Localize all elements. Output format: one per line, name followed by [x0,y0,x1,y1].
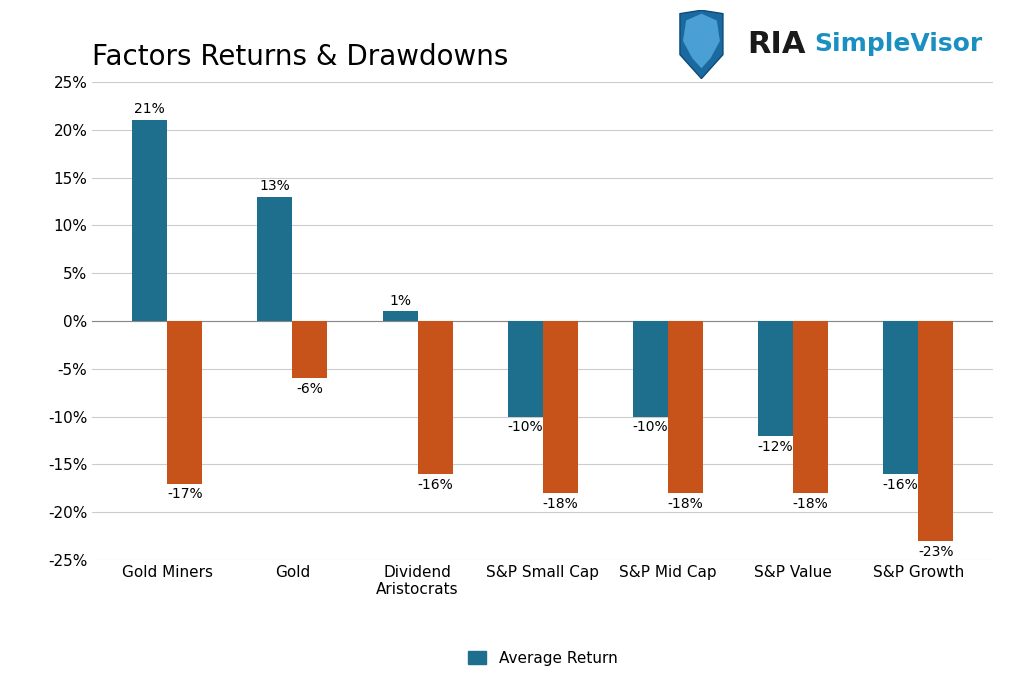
Text: -10%: -10% [507,421,543,434]
Bar [293,321,328,378]
Bar [793,321,828,493]
Text: -10%: -10% [633,421,669,434]
Bar [508,321,543,417]
Bar [919,321,953,541]
Polygon shape [683,14,720,68]
Bar [257,197,293,321]
Text: -6%: -6% [297,382,324,396]
Bar [132,120,167,321]
Bar [883,321,919,474]
Text: 21%: 21% [134,102,165,116]
Text: -23%: -23% [918,545,953,559]
Text: 13%: 13% [259,179,290,193]
Bar [383,311,418,321]
Bar [668,321,702,493]
Text: 1%: 1% [389,294,411,307]
Text: -18%: -18% [793,497,828,511]
Text: Factors Returns & Drawdowns: Factors Returns & Drawdowns [92,43,509,71]
Bar [167,321,203,484]
Text: -16%: -16% [883,478,919,492]
Bar [418,321,453,474]
Legend: Average Return: Average Return [462,645,624,672]
Text: -12%: -12% [758,440,794,454]
Bar [633,321,668,417]
Text: -18%: -18% [668,497,703,511]
Bar [543,321,578,493]
Polygon shape [680,10,723,79]
Text: -16%: -16% [417,478,453,492]
Text: -18%: -18% [543,497,579,511]
Text: SimpleVisor: SimpleVisor [814,32,982,57]
Text: RIA: RIA [748,30,806,59]
Bar [758,321,793,436]
Text: -17%: -17% [167,488,203,501]
